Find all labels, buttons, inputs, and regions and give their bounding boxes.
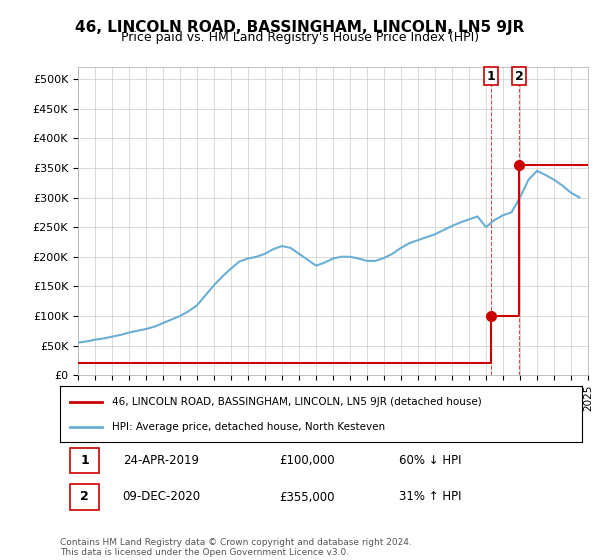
Text: HPI: Average price, detached house, North Kesteven: HPI: Average price, detached house, Nort… (112, 422, 385, 432)
Text: Contains HM Land Registry data © Crown copyright and database right 2024.
This d: Contains HM Land Registry data © Crown c… (60, 538, 412, 557)
Text: £355,000: £355,000 (279, 491, 335, 503)
Text: 31% ↑ HPI: 31% ↑ HPI (400, 491, 462, 503)
Text: 1: 1 (487, 69, 496, 82)
Text: 2: 2 (515, 69, 523, 82)
Text: Price paid vs. HM Land Registry's House Price Index (HPI): Price paid vs. HM Land Registry's House … (121, 31, 479, 44)
Text: 46, LINCOLN ROAD, BASSINGHAM, LINCOLN, LN5 9JR (detached house): 46, LINCOLN ROAD, BASSINGHAM, LINCOLN, L… (112, 397, 482, 407)
Text: £100,000: £100,000 (279, 454, 335, 467)
Text: 24-APR-2019: 24-APR-2019 (122, 454, 199, 467)
FancyBboxPatch shape (70, 448, 99, 473)
FancyBboxPatch shape (70, 484, 99, 510)
Text: 2: 2 (80, 491, 89, 503)
Text: 09-DEC-2020: 09-DEC-2020 (122, 491, 201, 503)
Text: 46, LINCOLN ROAD, BASSINGHAM, LINCOLN, LN5 9JR: 46, LINCOLN ROAD, BASSINGHAM, LINCOLN, L… (76, 20, 524, 35)
Text: 1: 1 (80, 454, 89, 467)
Text: 60% ↓ HPI: 60% ↓ HPI (400, 454, 462, 467)
